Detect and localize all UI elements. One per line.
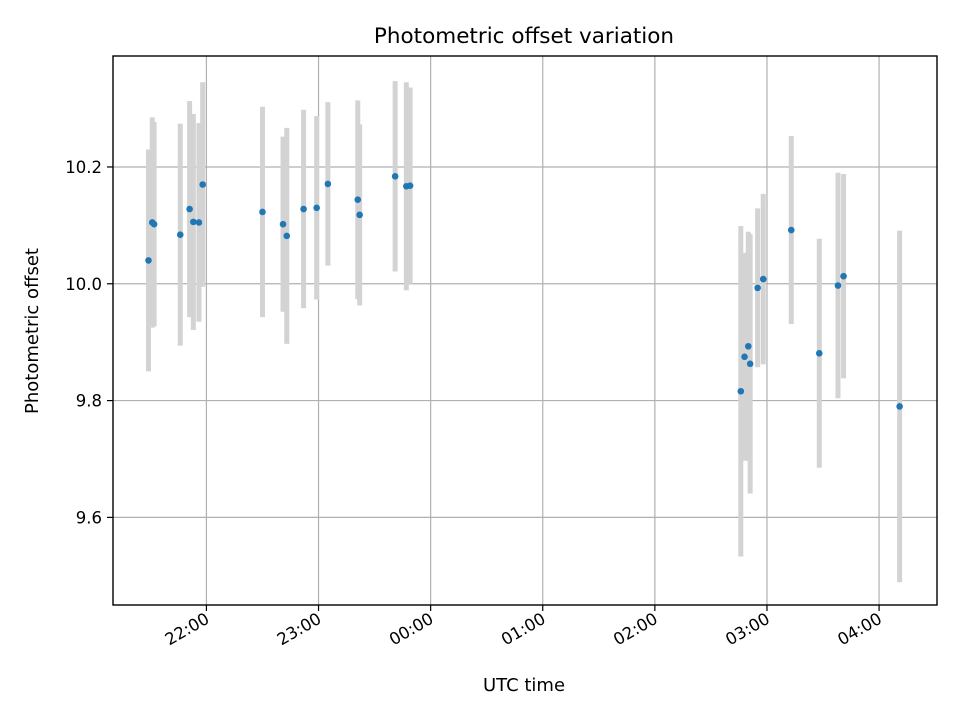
data-point xyxy=(896,403,903,410)
data-point xyxy=(737,387,745,395)
data-point xyxy=(313,204,320,212)
data-point xyxy=(840,272,847,280)
y-tick-label: 10.0 xyxy=(65,275,102,294)
data-point xyxy=(354,196,362,203)
data-point xyxy=(746,360,754,368)
x-tick-label: 23:00 xyxy=(274,609,325,649)
data-point xyxy=(283,232,291,240)
data-point xyxy=(759,275,767,283)
data-point xyxy=(195,219,203,226)
data-point xyxy=(186,205,193,213)
x-tick-label: 04:00 xyxy=(834,609,885,649)
error-bars xyxy=(146,81,903,583)
data-point xyxy=(787,226,795,234)
chart-title: Photometric offset variation xyxy=(374,24,674,49)
data-point xyxy=(356,211,363,219)
x-tick-label: 02:00 xyxy=(610,609,661,649)
data-point xyxy=(300,205,307,213)
x-tick-label: 22:00 xyxy=(162,609,213,649)
y-axis-label: Photometric offset xyxy=(22,248,43,414)
y-tick-label: 10.2 xyxy=(65,158,102,177)
data-point xyxy=(176,231,184,239)
grid xyxy=(113,56,937,605)
y-tick-label: 9.8 xyxy=(76,392,102,411)
data-point xyxy=(406,182,414,189)
y-tick-label: 9.6 xyxy=(76,508,102,527)
data-points xyxy=(145,173,903,410)
x-tick-label: 03:00 xyxy=(722,609,773,649)
data-point xyxy=(279,220,287,228)
x-tick-label: 01:00 xyxy=(498,609,549,649)
data-point xyxy=(199,181,206,188)
x-axis-label: UTC time xyxy=(483,675,565,696)
data-point xyxy=(391,173,399,180)
data-point xyxy=(259,208,266,216)
x-tick-label: 00:00 xyxy=(386,609,437,649)
data-point xyxy=(145,257,152,264)
data-point xyxy=(324,180,332,188)
data-point xyxy=(190,218,197,226)
data-point xyxy=(834,282,842,289)
plot-frame xyxy=(112,55,938,606)
data-point xyxy=(744,342,752,350)
data-point xyxy=(815,349,823,357)
data-point xyxy=(754,284,761,292)
data-point xyxy=(150,220,158,228)
data-point xyxy=(741,353,748,361)
